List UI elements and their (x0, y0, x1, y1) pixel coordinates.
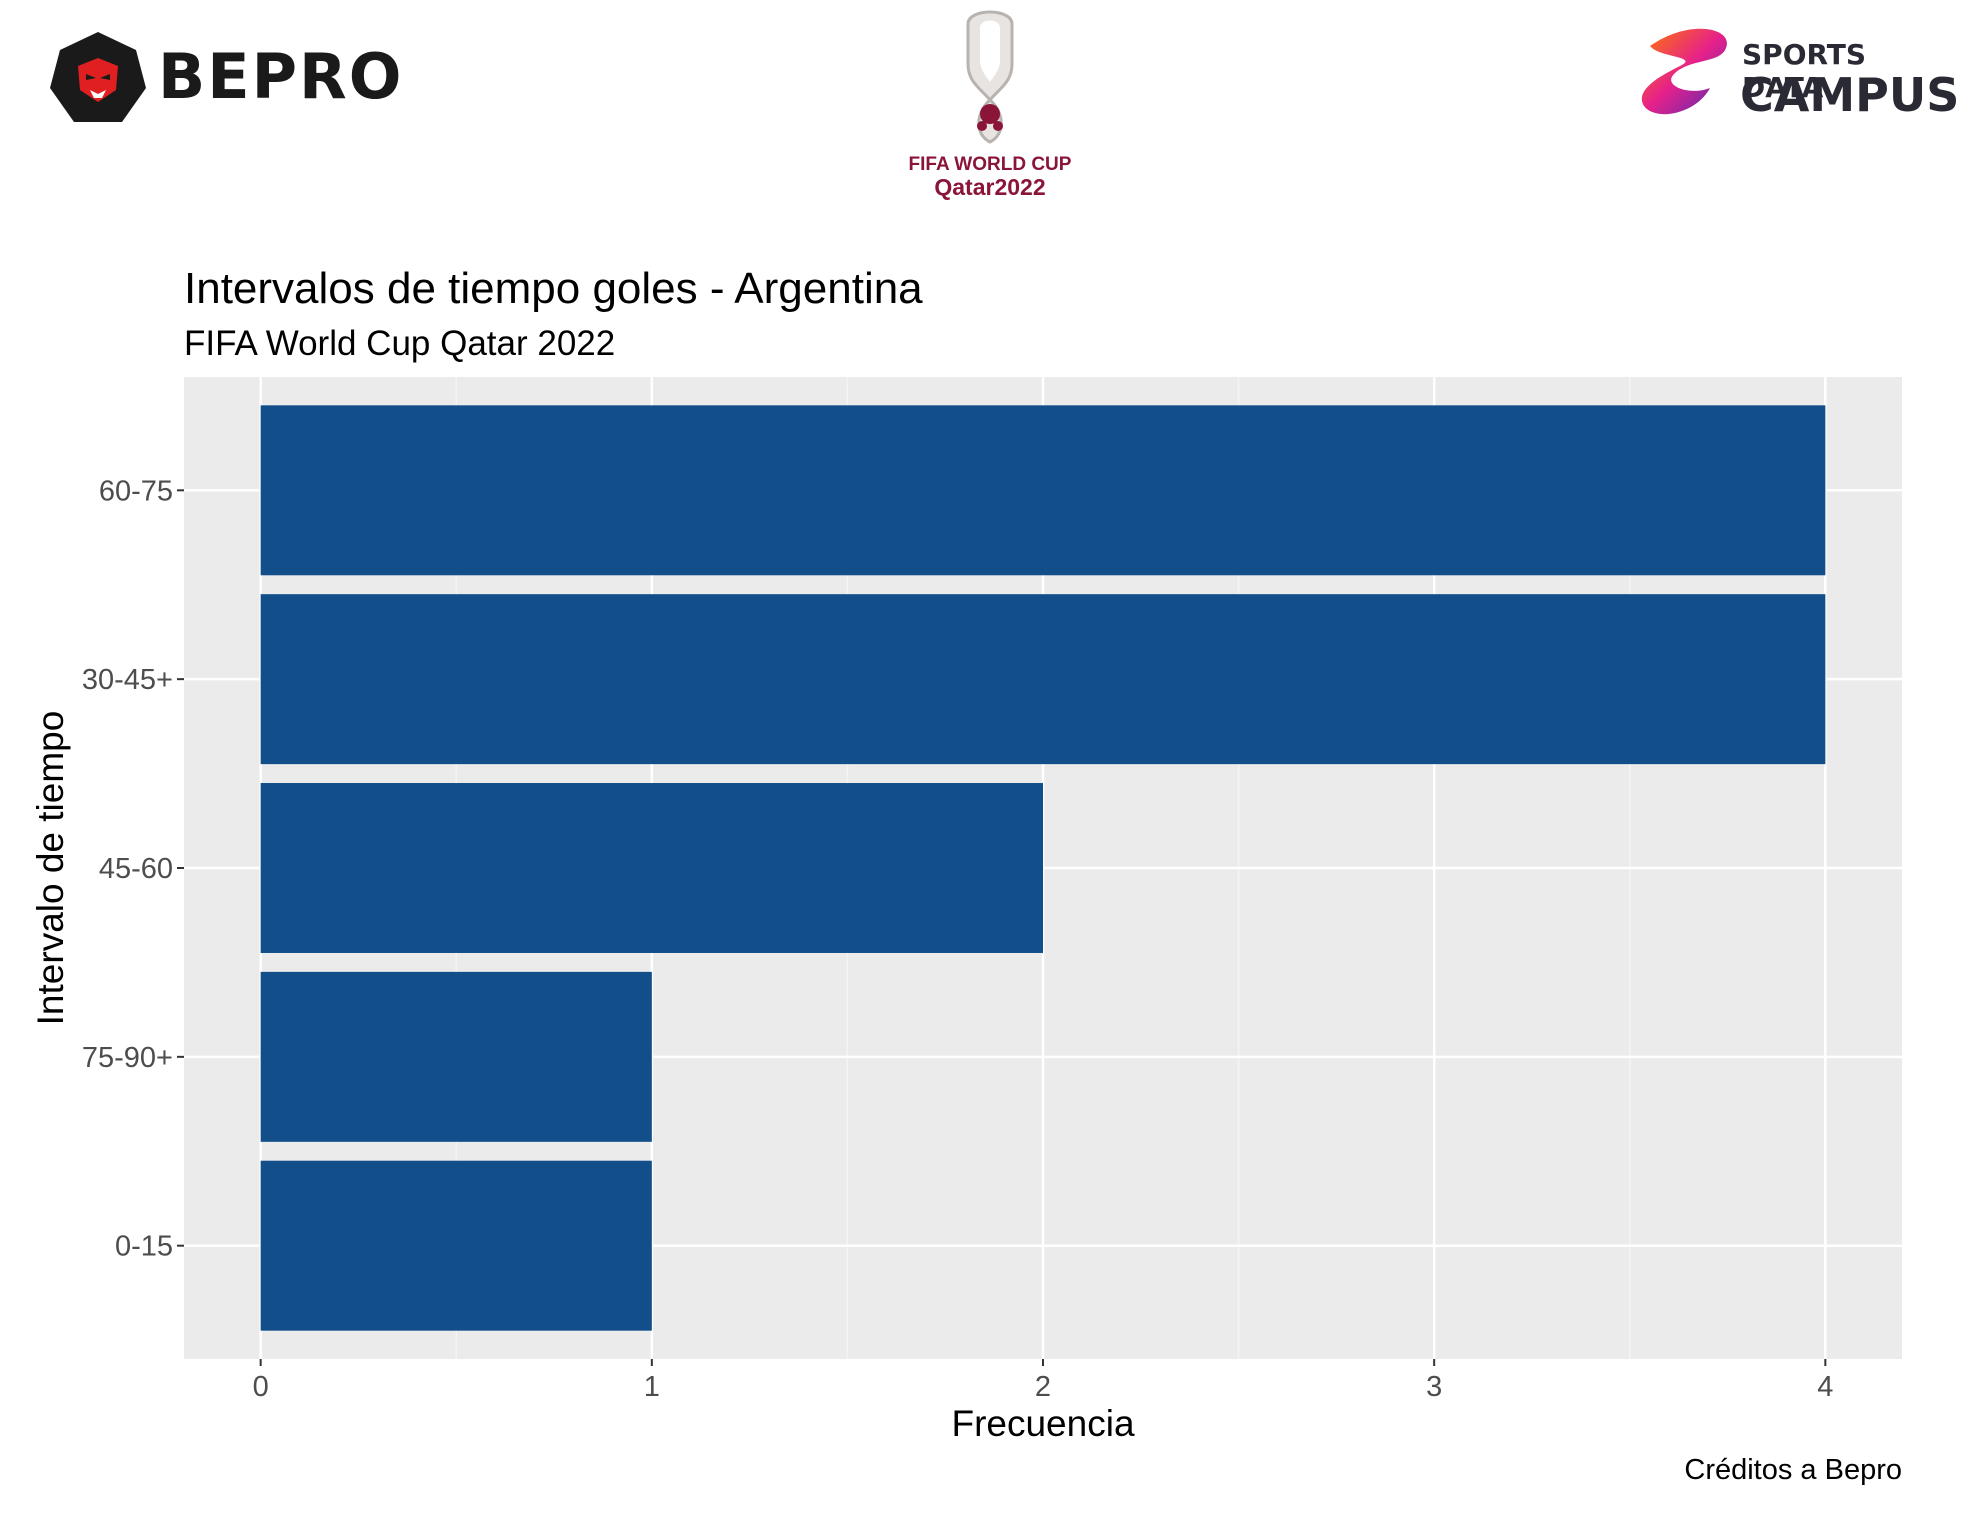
y-axis-title: Intervalo de tiempo (30, 711, 71, 1026)
bar (261, 594, 1826, 764)
y-axis: 60-75 30-45+ 45-60 75-90+ 0-15 (82, 475, 184, 1262)
bar (261, 972, 652, 1142)
y-tick-label: 0-15 (115, 1231, 173, 1263)
chart-subtitle: FIFA World Cup Qatar 2022 (184, 324, 615, 363)
bar (261, 405, 1826, 575)
y-tick-label: 75-90+ (82, 1042, 173, 1074)
bar (261, 783, 1043, 953)
x-axis: 0 1 2 3 4 (253, 1359, 1834, 1403)
chart-title: Intervalos de tiempo goles - Argentina (184, 264, 923, 313)
x-tick-label: 1 (644, 1371, 660, 1403)
x-tick-label: 0 (253, 1371, 269, 1403)
x-tick-label: 3 (1426, 1371, 1442, 1403)
y-tick-label: 30-45+ (82, 664, 173, 696)
x-tick-label: 2 (1035, 1371, 1051, 1403)
y-tick-label: 45-60 (99, 853, 173, 885)
x-axis-title: Frecuencia (951, 1403, 1134, 1444)
x-tick-label: 4 (1817, 1371, 1833, 1403)
y-tick-label: 60-75 (99, 475, 173, 507)
chart-caption: Créditos a Bepro (1684, 1454, 1902, 1486)
bar (261, 1161, 652, 1331)
